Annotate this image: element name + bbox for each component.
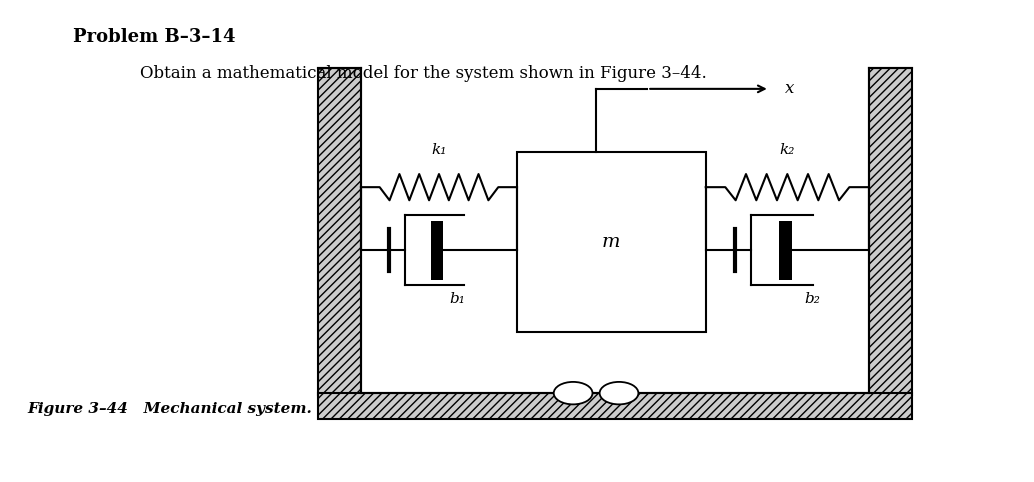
Text: k₂: k₂ bbox=[780, 143, 795, 157]
Ellipse shape bbox=[600, 382, 638, 404]
Bar bbox=[869, 68, 912, 395]
Text: Figure 3–44   Mechanical system.: Figure 3–44 Mechanical system. bbox=[27, 402, 312, 416]
Bar bbox=[517, 152, 706, 332]
Text: Obtain a mathematical model for the system shown in Figure 3–44.: Obtain a mathematical model for the syst… bbox=[140, 66, 706, 82]
Text: x: x bbox=[785, 80, 794, 97]
Bar bbox=[318, 68, 361, 395]
Ellipse shape bbox=[554, 382, 592, 404]
Text: Problem B–3–14: Problem B–3–14 bbox=[73, 28, 236, 46]
Text: k₁: k₁ bbox=[431, 143, 447, 157]
Text: m: m bbox=[602, 233, 620, 251]
Bar bbox=[780, 221, 792, 280]
Bar bbox=[431, 221, 444, 280]
Text: b₁: b₁ bbox=[450, 293, 465, 307]
Text: b₂: b₂ bbox=[803, 293, 820, 307]
Bar bbox=[318, 393, 912, 419]
